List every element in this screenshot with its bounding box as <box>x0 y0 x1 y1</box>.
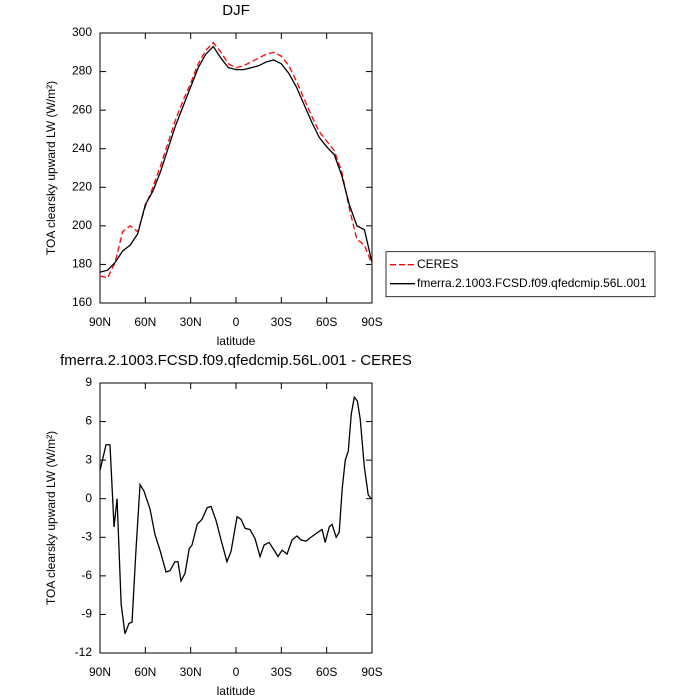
y-tick-label: -12 <box>75 645 93 659</box>
x-tick-label: 30S <box>271 315 292 329</box>
data-line <box>99 41 373 279</box>
x-tick-label: 90S <box>361 665 382 679</box>
x-tick-label: 30N <box>180 665 202 679</box>
x-axis-label: latitude <box>217 684 256 698</box>
x-tick-label: 60S <box>316 315 337 329</box>
y-tick-label: 3 <box>85 452 92 466</box>
y-tick-label: 280 <box>72 64 92 78</box>
data-line <box>99 395 372 634</box>
y-tick-label: -6 <box>81 568 92 582</box>
x-tick-label: 90N <box>89 665 111 679</box>
legend-box <box>385 251 656 298</box>
y-tick-label: 6 <box>85 414 92 428</box>
y-tick-label: 240 <box>72 141 92 155</box>
chart-title: fmerra.2.1003.FCSD.f09.qfedcmip.56L.001 … <box>60 352 412 369</box>
y-tick-label: -9 <box>81 607 92 621</box>
y-tick-label: 260 <box>72 102 92 116</box>
y-tick-label: 300 <box>72 25 92 39</box>
x-tick-label: 90S <box>361 315 382 329</box>
y-tick-label: 200 <box>72 218 92 232</box>
x-tick-label: 60N <box>134 665 156 679</box>
x-tick-label: 90N <box>89 315 111 329</box>
x-tick-label: 30N <box>180 315 202 329</box>
x-tick-label: 60S <box>316 665 337 679</box>
legend-label: fmerra.2.1003.FCSD.f09.qfedcmip.56L.001 <box>417 276 647 290</box>
y-axis-label: TOA clearsky upward LW (W/m²) <box>44 431 58 605</box>
y-tick-label: 160 <box>72 295 92 309</box>
y-tick-label: 220 <box>72 179 92 193</box>
x-tick-label: 60N <box>134 315 156 329</box>
y-axis-label: TOA clearsky upward LW (W/m²) <box>44 81 58 255</box>
legend-label: CERES <box>417 257 458 271</box>
plot-frame <box>99 32 373 304</box>
y-tick-label: 180 <box>72 257 92 271</box>
y-tick-label: 0 <box>85 491 92 505</box>
chart-title: DJF <box>222 2 250 19</box>
y-tick-label: -3 <box>81 529 92 543</box>
y-tick-label: 9 <box>85 375 92 389</box>
x-tick-label: 0 <box>233 315 240 329</box>
x-tick-label: 30S <box>271 665 292 679</box>
plot-frame <box>99 382 373 654</box>
x-axis-label: latitude <box>217 334 256 348</box>
x-tick-label: 0 <box>233 665 240 679</box>
data-line <box>99 45 373 273</box>
